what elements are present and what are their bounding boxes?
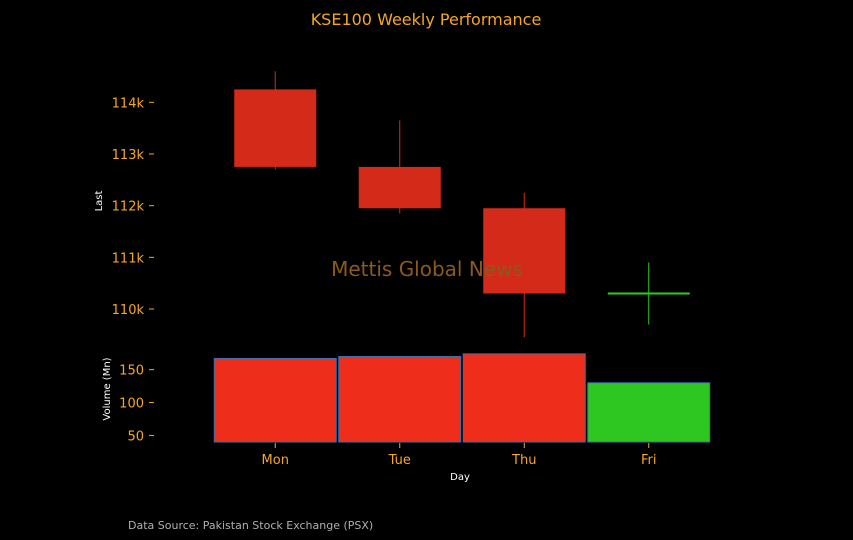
volume-tick-label: 50: [127, 429, 144, 444]
x-axis-label: Day: [450, 472, 470, 483]
source-note: Data Source: Pakistan Stock Exchange (PS…: [128, 519, 373, 532]
x-tick-label: Thu: [511, 453, 536, 468]
x-tick-label: Fri: [641, 453, 657, 468]
candle-body-mon: [234, 89, 317, 167]
x-tick-label: Tue: [388, 453, 411, 468]
price-tick-label: 114k: [112, 96, 145, 111]
volume-tick-label: 100: [119, 397, 144, 412]
price-tick-label: 110k: [112, 303, 145, 318]
price-panel: 110k 111k 112k 113k 114k: [112, 71, 690, 338]
volume-axis-label: Volume (Mn): [102, 357, 113, 420]
candle-body-thu: [483, 208, 566, 294]
chart-title: KSE100 Weekly Performance: [311, 10, 542, 29]
price-axis-label: Last: [94, 191, 105, 212]
watermark-text: Mettis Global News: [331, 257, 523, 281]
x-tick-label: Mon: [262, 453, 289, 468]
candle-body-tue: [358, 166, 441, 209]
volume-bar-fri: [587, 382, 711, 443]
volume-panel: 50 100 150: [119, 353, 711, 444]
volume-bar-mon: [213, 357, 337, 443]
x-axis: Mon Tue Thu Fri: [262, 443, 657, 468]
price-tick-label: 112k: [112, 200, 145, 215]
price-tick-label: 111k: [112, 251, 145, 266]
volume-bar-tue: [338, 355, 462, 443]
volume-tick-label: 150: [119, 364, 144, 379]
price-tick-label: 113k: [112, 148, 145, 163]
volume-bar-thu: [462, 353, 586, 443]
